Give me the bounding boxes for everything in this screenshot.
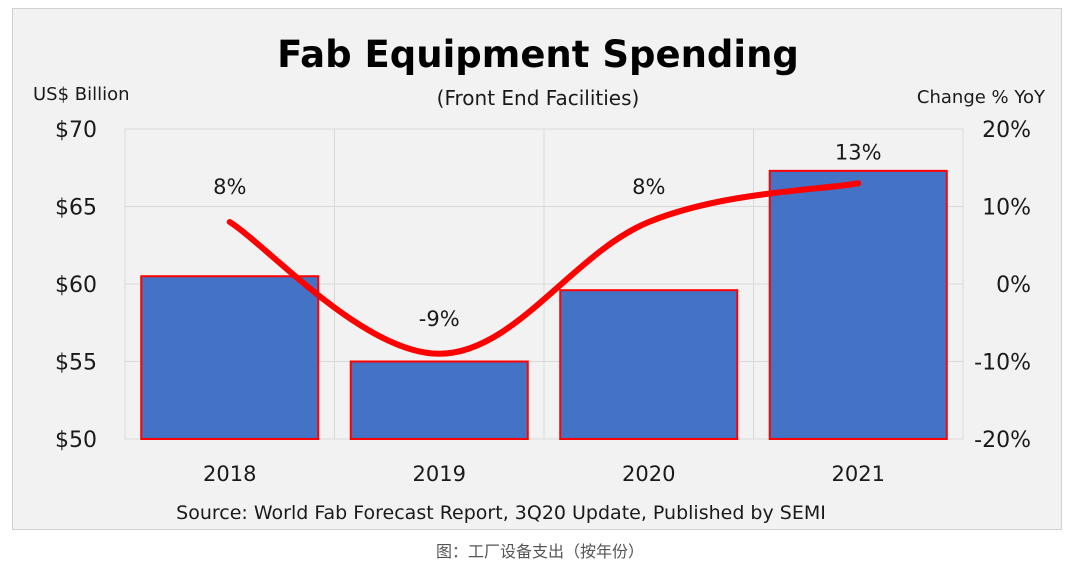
left-tick-label: $60 (55, 273, 97, 298)
bar-2021 (768, 169, 948, 440)
category-label: 2020 (622, 462, 675, 486)
yoy-data-label: 8% (632, 175, 665, 199)
fab-equipment-chart: $50 -20% $55 -10% $60 0% $65 10% $70 20% 2018 2019 2… (33, 33, 1046, 524)
chart-title: Fab Equipment Spending (277, 33, 799, 76)
right-tick-label: 20% (982, 118, 1031, 143)
left-tick-label: $55 (55, 351, 97, 376)
figure-caption: 图：工厂设备支出（按年份） (435, 542, 644, 561)
category-label: 2019 (413, 462, 466, 486)
chart-labels: $50 -20% $55 -10% $60 0% $65 10% $70 20% 2018 2019 2… (55, 118, 1031, 486)
yoy-data-label: 8% (213, 175, 246, 199)
left-tick-label: $65 (55, 196, 97, 221)
yoy-line-series (226, 180, 862, 357)
right-axis-title: Change % YoY (917, 87, 1046, 108)
right-tick-label: -20% (974, 428, 1031, 453)
chart-subtitle: (Front End Facilities) (437, 86, 640, 110)
right-tick-label: 10% (982, 196, 1031, 221)
right-tick-label: 0% (996, 273, 1031, 298)
left-tick-label: $70 (55, 118, 97, 143)
category-label: 2018 (203, 462, 256, 486)
left-tick-label: $50 (55, 428, 97, 453)
bar-series (140, 169, 948, 441)
yoy-data-label: -9% (419, 307, 460, 331)
left-axis-title: US$ Billion (33, 84, 130, 105)
right-tick-label: -10% (974, 351, 1031, 376)
yoy-data-label: 13% (835, 140, 882, 164)
yoy-change-line (226, 180, 862, 357)
chart-panel: $50 -20% $55 -10% $60 0% $65 10% $70 20% 2018 2019 2… (12, 8, 1062, 530)
source-note: Source: World Fab Forecast Report, 3Q20 … (176, 502, 826, 524)
bar-2020 (559, 289, 739, 441)
category-label: 2021 (832, 462, 885, 486)
bar-2018 (140, 275, 320, 440)
bar-2019 (349, 360, 529, 440)
